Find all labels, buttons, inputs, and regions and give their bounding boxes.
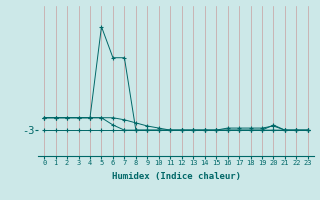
X-axis label: Humidex (Indice chaleur): Humidex (Indice chaleur): [111, 172, 241, 181]
